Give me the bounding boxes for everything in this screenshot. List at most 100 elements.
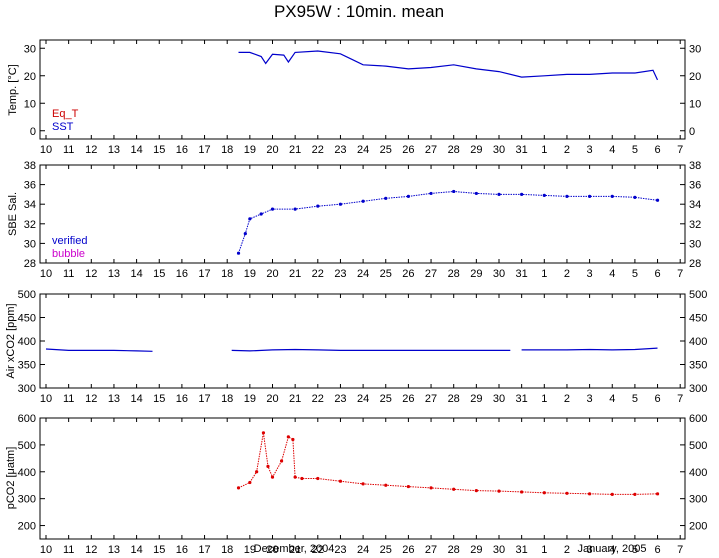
panel-salinity-xticks: 10 11 12 13 14 15 16 17 18 19 20 21 22 23 24 25 26 27 28 29… xyxy=(40,165,683,280)
point-0-26 xyxy=(655,492,660,496)
xtick-label-15: 25 xyxy=(380,393,392,405)
xtick-label-9: 19 xyxy=(244,393,256,405)
ytick-label-right-1: 300 xyxy=(689,494,707,506)
xtick-label-23: 2 xyxy=(564,144,570,156)
xtick-label-13: 23 xyxy=(334,144,346,156)
xtick-label-17: 27 xyxy=(425,144,437,156)
xtick-label-20: 30 xyxy=(493,144,505,156)
xtick-label-7: 17 xyxy=(198,144,210,156)
panel-air-xco2-ylabel: Air xCO2 [ppm] xyxy=(5,303,17,378)
ytick-label-left-3: 30 xyxy=(24,43,36,55)
xtick-label-3: 13 xyxy=(108,144,120,156)
xtick-label-13: 23 xyxy=(334,268,346,280)
series-trace-0-0 xyxy=(238,432,658,495)
ytick-label-left-2: 400 xyxy=(18,467,36,479)
point-0-11 xyxy=(316,476,320,481)
panel-temperature-ylabel: Temp. [°C] xyxy=(7,64,19,115)
page-title: PX95W : 10min. mean xyxy=(274,2,444,21)
ytick-label-right-2: 32 xyxy=(689,219,701,231)
xtick-label-6: 16 xyxy=(176,144,188,156)
point-0-21 xyxy=(655,198,660,202)
xtick-label-20: 30 xyxy=(493,268,505,280)
panel-salinity-yticks: 28 28 30 30 32 32 34 34 36 36 38 38 xyxy=(24,160,702,270)
point-0-8 xyxy=(361,199,365,203)
xtick-label-14: 24 xyxy=(357,268,369,280)
panel-pco2-ylabel: pCO2 [μatm] xyxy=(5,447,17,510)
ytick-label-left-4: 600 xyxy=(18,413,36,425)
xtick-label-10: 20 xyxy=(266,268,278,280)
panel-pco2-data xyxy=(236,431,660,496)
point-0-10 xyxy=(406,194,410,198)
point-0-24 xyxy=(610,492,614,496)
xtick-label-22: 1 xyxy=(541,144,547,156)
xtick-label-17: 27 xyxy=(425,268,437,280)
xtick-label-3: 13 xyxy=(108,268,120,280)
ytick-label-right-3: 500 xyxy=(689,440,707,452)
series-line-0-1 xyxy=(231,348,511,352)
xtick-label-6: 16 xyxy=(176,393,188,405)
ytick-label-left-2: 20 xyxy=(24,71,36,83)
series-line-0-2 xyxy=(521,347,658,351)
ytick-label-left-2: 32 xyxy=(24,219,36,231)
xtick-label-19: 29 xyxy=(470,268,482,280)
series-line-0-0 xyxy=(238,50,659,81)
ytick-label-left-1: 30 xyxy=(24,238,36,250)
panel-pco2-yticks: 200 200 300 300 400 400 500 500 600 600 xyxy=(18,413,708,533)
xtick-label-11: 21 xyxy=(289,144,301,156)
panel-pco2-xticks: 10 11 12 13 14 15 16 17 18 19 20 21 22 23 24 25 26 27 28 29… xyxy=(40,418,683,556)
xtick-label-24: 3 xyxy=(587,144,593,156)
xtick-label-23: 2 xyxy=(564,393,570,405)
xtick-label-6: 16 xyxy=(176,268,188,280)
ytick-label-right-4: 500 xyxy=(689,289,707,301)
xtick-label-11: 21 xyxy=(289,393,301,405)
xtick-label-25: 4 xyxy=(609,268,615,280)
point-0-19 xyxy=(497,489,501,493)
xtick-label-2: 12 xyxy=(85,544,97,556)
xtick-label-9: 19 xyxy=(244,268,256,280)
xtick-label-7: 17 xyxy=(198,393,210,405)
xtick-label-9: 19 xyxy=(244,544,256,556)
xtick-label-19: 29 xyxy=(470,144,482,156)
month-label-december: December, 2004 xyxy=(254,543,335,555)
ytick-label-right-3: 34 xyxy=(689,199,701,211)
panel-temperature-xticks: 10 11 12 13 14 15 16 17 18 19 20 21 22 23 24 25 26 27 28 29… xyxy=(40,40,683,156)
xtick-label-21: 31 xyxy=(516,268,528,280)
xtick-label-1: 11 xyxy=(63,544,74,556)
xtick-label-20: 30 xyxy=(493,393,505,405)
xtick-label-0: 10 xyxy=(40,393,52,405)
ytick-label-right-2: 400 xyxy=(689,336,707,348)
xtick-label-28: 7 xyxy=(677,544,683,556)
xtick-label-8: 18 xyxy=(221,544,233,556)
ytick-label-right-1: 10 xyxy=(689,98,701,110)
xtick-label-26: 5 xyxy=(632,268,638,280)
xtick-label-24: 3 xyxy=(587,268,593,280)
xtick-label-17: 27 xyxy=(425,393,437,405)
legend-eq-t: Eq_T xyxy=(52,108,79,120)
ytick-label-left-3: 34 xyxy=(24,199,36,211)
ytick-label-right-0: 200 xyxy=(689,521,707,533)
xtick-label-15: 25 xyxy=(380,268,392,280)
point-0-18 xyxy=(588,194,592,198)
panel-salinity-data xyxy=(236,189,660,255)
point-0-10 xyxy=(300,476,304,481)
xtick-label-2: 12 xyxy=(85,393,97,405)
xtick-label-22: 1 xyxy=(541,544,547,556)
xtick-label-4: 14 xyxy=(130,144,142,156)
xtick-label-23: 2 xyxy=(564,268,570,280)
xtick-label-27: 6 xyxy=(654,268,660,280)
ytick-label-left-0: 200 xyxy=(18,521,36,533)
xtick-label-0: 10 xyxy=(40,544,52,556)
xtick-label-5: 15 xyxy=(153,144,165,156)
ytick-label-right-4: 600 xyxy=(689,413,707,425)
ytick-label-right-4: 36 xyxy=(689,180,701,192)
xtick-label-8: 18 xyxy=(221,144,233,156)
xtick-label-28: 7 xyxy=(677,144,683,156)
xtick-label-21: 31 xyxy=(516,544,528,556)
xtick-label-16: 26 xyxy=(402,268,414,280)
xtick-label-14: 24 xyxy=(357,393,369,405)
xtick-label-24: 3 xyxy=(587,544,593,556)
ytick-label-right-0: 28 xyxy=(689,258,701,270)
point-0-20 xyxy=(520,490,524,494)
xtick-label-18: 28 xyxy=(448,393,460,405)
